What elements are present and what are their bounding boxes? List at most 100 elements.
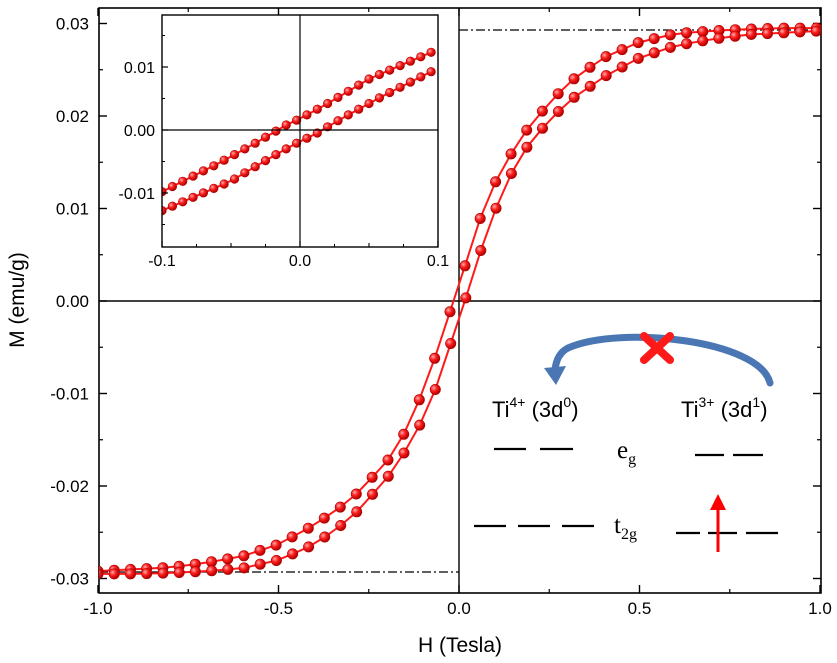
data-point	[761, 28, 773, 40]
data-point	[521, 124, 533, 136]
data-point	[505, 168, 517, 180]
right-config-close: )	[760, 397, 767, 422]
x-axis-title: H (Tesla)	[418, 634, 502, 657]
right-config-open: (3d	[721, 397, 753, 422]
data-point	[568, 91, 580, 103]
data-point	[178, 197, 188, 207]
data-point	[238, 562, 250, 574]
data-point	[254, 558, 266, 570]
data-point	[600, 70, 612, 82]
data-point	[350, 488, 362, 500]
left-config-open: (3d	[532, 397, 564, 422]
data-point	[414, 419, 426, 431]
data-point	[189, 566, 201, 578]
inset-x-tick-label: 0.0	[289, 253, 311, 270]
data-point	[374, 69, 385, 80]
data-point	[632, 52, 644, 64]
energy-level-diagram: Ti4+ (3d0) Ti3+ (3d1) eg t2g	[474, 332, 778, 552]
inset-y-tick-label: 0.01	[124, 60, 155, 77]
inset-y-ticks: -0.01 0.00 0.01	[119, 35, 168, 225]
transfer-arrow-curve	[551, 333, 774, 387]
data-point	[198, 166, 208, 176]
inset-y-tick-label: -0.01	[119, 186, 156, 203]
data-point	[351, 506, 363, 518]
data-point	[240, 168, 250, 178]
right-ion-label: Ti3+ (3d1)	[681, 394, 768, 422]
data-point	[460, 292, 472, 304]
left-config-exp: 0	[563, 394, 571, 410]
data-point	[416, 52, 426, 62]
eg-main: e	[617, 437, 628, 464]
data-point	[141, 568, 153, 580]
data-point	[490, 176, 502, 188]
data-point	[664, 41, 676, 53]
data-point	[374, 93, 385, 103]
data-point	[323, 98, 333, 109]
y-tick-label: 0.01	[56, 200, 89, 219]
data-point	[648, 47, 660, 59]
data-point	[729, 30, 741, 42]
right-ion-charge: 3+	[699, 394, 715, 410]
x-tick-label: -0.5	[264, 599, 293, 618]
data-point	[271, 150, 281, 160]
data-point	[681, 38, 693, 50]
y-tick-label: -0.03	[50, 570, 89, 589]
data-point	[366, 471, 378, 483]
data-point	[584, 61, 596, 73]
data-point	[238, 550, 250, 562]
data-point	[157, 567, 169, 579]
data-point	[287, 548, 299, 560]
data-point	[395, 60, 405, 71]
data-point	[382, 470, 394, 482]
left-config-close: )	[571, 397, 578, 422]
data-point	[209, 161, 219, 171]
inset-data-series	[162, 47, 436, 216]
eg-sub: g	[628, 451, 636, 468]
data-point	[713, 32, 725, 44]
data-point	[292, 138, 302, 148]
data-point	[366, 488, 378, 500]
data-point	[697, 26, 709, 38]
data-point	[286, 531, 298, 543]
right-ion-symbol: Ti	[681, 397, 699, 422]
data-point	[474, 213, 486, 225]
data-point	[536, 105, 548, 117]
data-point	[250, 162, 260, 172]
main-data-series	[99, 22, 821, 580]
data-point	[552, 88, 564, 100]
data-point	[648, 33, 660, 45]
data-point	[219, 179, 229, 189]
data-point	[681, 27, 693, 39]
data-point	[162, 206, 167, 216]
left-ion-label: Ti4+ (3d0)	[492, 394, 579, 422]
data-point	[364, 74, 374, 84]
data-point	[303, 541, 315, 553]
t2g-main: t	[614, 512, 621, 539]
data-point	[584, 80, 596, 92]
data-point	[229, 174, 240, 184]
inset-x-tick-label: -0.1	[148, 253, 176, 270]
data-point	[398, 447, 410, 459]
data-point	[405, 77, 416, 87]
data-point	[323, 122, 333, 132]
data-point	[125, 568, 137, 580]
data-point	[167, 181, 177, 192]
data-point	[600, 51, 612, 63]
data-point	[302, 110, 312, 120]
data-point	[319, 531, 331, 543]
data-point	[254, 544, 266, 556]
data-point	[810, 25, 821, 37]
inset-y-tick-label: 0.00	[124, 123, 155, 140]
x-tick-label: 1.0	[808, 599, 832, 618]
data-point	[475, 245, 487, 257]
data-point	[552, 106, 564, 118]
data-point	[333, 116, 343, 126]
blocked-cross-icon	[640, 332, 674, 364]
data-point	[536, 122, 548, 134]
spin-up-arrow-icon	[710, 494, 726, 552]
data-point	[302, 133, 312, 143]
series-line	[99, 30, 817, 575]
data-point	[312, 104, 322, 114]
data-point	[395, 82, 405, 92]
